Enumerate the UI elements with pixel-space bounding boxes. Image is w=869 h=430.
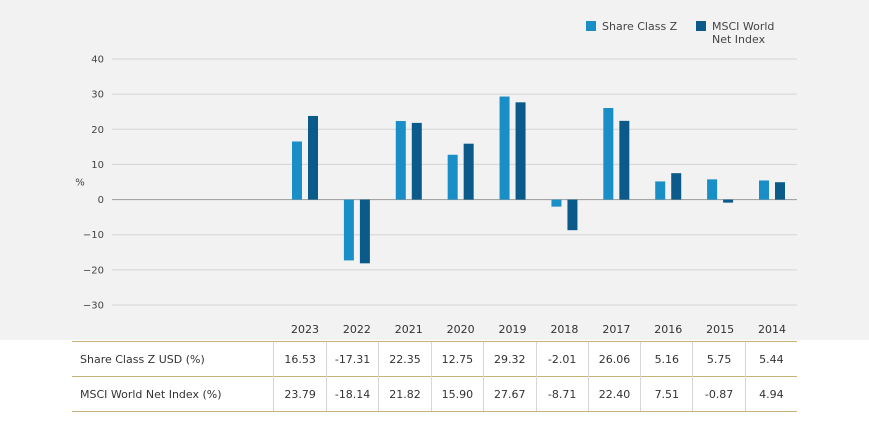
- bar-share-class-z-2019: [499, 96, 510, 200]
- table-cell: -17.31: [325, 341, 379, 377]
- x-category-label: 2014: [758, 323, 786, 336]
- performance-table: Share Class Z USD (%) 16.53 -17.31 22.35…: [72, 341, 797, 412]
- table-cell: 22.35: [378, 341, 432, 377]
- x-category-label: 2021: [395, 323, 423, 336]
- table-cell: 26.06: [587, 341, 641, 377]
- bar-msci-world-2018: [567, 199, 578, 231]
- x-category-label: 2019: [499, 323, 527, 336]
- bar-msci-world-2020: [463, 143, 474, 200]
- bar-msci-world-2017: [619, 120, 630, 200]
- table-cell: 27.67: [483, 376, 536, 412]
- table-cell: 23.79: [273, 376, 327, 412]
- table-row-msci-world: MSCI World Net Index (%) 23.79 -18.14 21…: [72, 376, 797, 412]
- bar-msci-world-2021: [411, 122, 422, 200]
- table-cell: -18.14: [325, 376, 379, 412]
- bar-msci-world-2016: [671, 173, 682, 200]
- y-axis-label: %: [75, 178, 85, 189]
- x-category-label: 2020: [447, 323, 475, 336]
- legend-swatch-msci-world: [696, 21, 706, 31]
- bar-share-class-z-2023: [292, 141, 302, 200]
- bar-msci-world-2022: [359, 199, 370, 264]
- bar-msci-world-2015: [723, 199, 734, 203]
- y-tick-label: −20: [83, 265, 104, 276]
- table-cell: 12.75: [430, 341, 484, 377]
- bar-share-class-z-2022: [343, 199, 354, 261]
- table-cell: 15.90: [430, 376, 484, 412]
- x-category-label: 2023: [291, 323, 319, 336]
- bar-msci-world-2023: [308, 115, 318, 200]
- bar-share-class-z-2020: [447, 154, 458, 200]
- table-cell: 4.94: [744, 376, 797, 412]
- legend-label-share-class-z: Share Class Z: [602, 20, 678, 33]
- chart-panel: 40 30 20 10 0 −10 −20 −30% 2023 2022 2021 2020 2019 2…: [0, 0, 869, 340]
- bar-share-class-z-2014: [759, 180, 769, 200]
- bar-share-class-z-2021: [395, 121, 406, 200]
- y-tick-label: 40: [91, 55, 104, 66]
- legend-item-share-class-z: Share Class Z: [586, 20, 677, 33]
- bar-msci-world-2014: [775, 182, 785, 200]
- table-cell: 22.40: [587, 376, 641, 412]
- y-tick-label: 30: [91, 90, 104, 101]
- bar-share-class-z-2016: [655, 181, 666, 200]
- table-cell: 7.51: [640, 376, 693, 412]
- table-cell: 21.82: [378, 376, 432, 412]
- x-category-label: 2022: [343, 323, 371, 336]
- bar-msci-world-2019: [515, 102, 526, 200]
- row-label: Share Class Z USD (%): [72, 341, 274, 377]
- legend-item-msci-world: MSCI World Net Index: [696, 20, 786, 46]
- x-category-label: 2016: [654, 323, 682, 336]
- bar-share-class-z-2018: [551, 199, 562, 207]
- legend-label-msci-world: MSCI World Net Index: [712, 20, 775, 46]
- table-cell: 5.16: [640, 341, 693, 377]
- y-tick-label: −30: [83, 301, 104, 312]
- table-row-share-class-z: Share Class Z USD (%) 16.53 -17.31 22.35…: [72, 341, 797, 377]
- table-cell: 16.53: [273, 341, 327, 377]
- table-cell: 5.44: [744, 341, 797, 377]
- table-cell: -0.87: [692, 376, 746, 412]
- table-cell: 5.75: [692, 341, 746, 377]
- y-tick-label: −10: [83, 230, 104, 241]
- y-tick-label: 20: [91, 125, 104, 136]
- x-category-label: 2018: [550, 323, 578, 336]
- table-cell: -2.01: [535, 341, 589, 377]
- table-cell: -8.71: [535, 376, 589, 412]
- bar-chart: 40 30 20 10 0 −10 −20 −30% 2023 2022 2021 2020 2019 2…: [75, 55, 797, 336]
- y-tick-label: 0: [98, 195, 104, 206]
- bar-share-class-z-2017: [603, 107, 614, 200]
- legend-swatch-share-class-z: [586, 21, 596, 31]
- y-tick-label: 10: [91, 160, 104, 171]
- x-category-label: 2015: [706, 323, 734, 336]
- row-label: MSCI World Net Index (%): [72, 376, 274, 412]
- table-cell: 29.32: [483, 341, 536, 377]
- bar-share-class-z-2015: [707, 179, 718, 200]
- x-category-label: 2017: [602, 323, 630, 336]
